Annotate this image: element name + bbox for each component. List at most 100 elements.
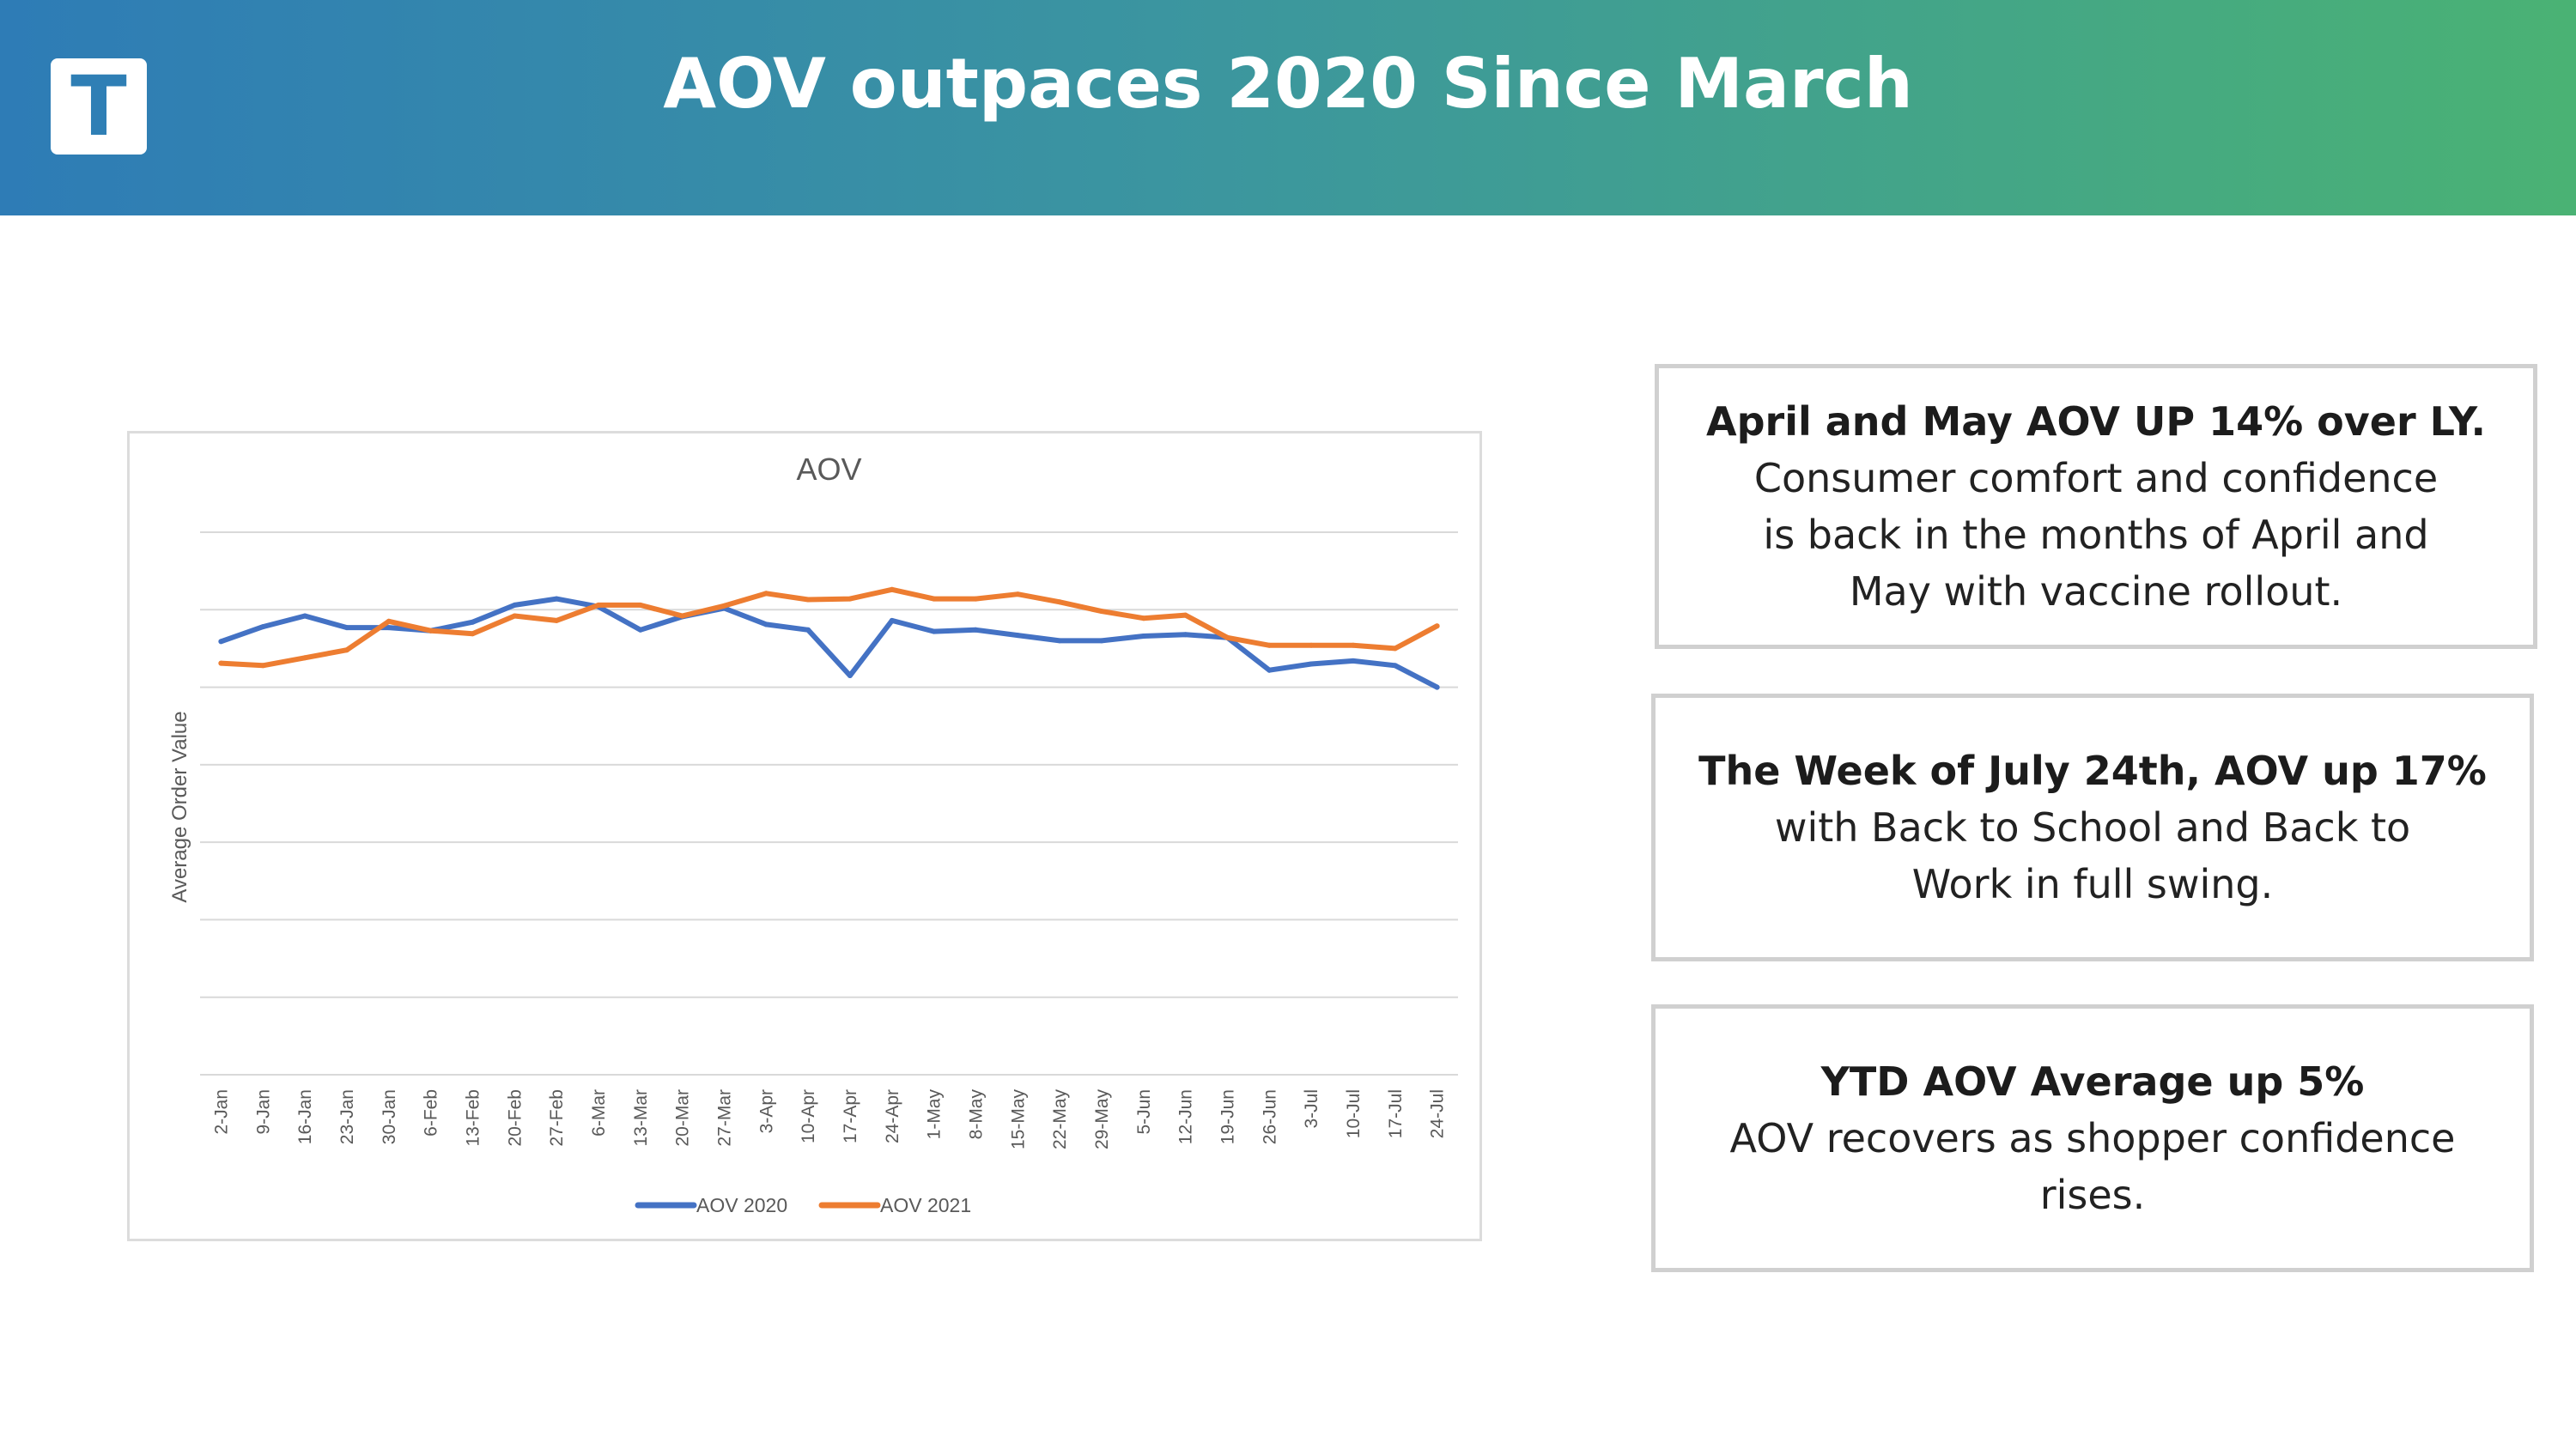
logo: T: [51, 58, 147, 155]
data-point-aov-2021: [512, 614, 517, 619]
data-point-aov-2021: [1224, 635, 1230, 640]
data-point-aov-2020: [932, 629, 937, 634]
card-heading: YTD AOV Average up 5%: [1821, 1053, 2365, 1110]
legend-entry: AOV 2021: [880, 1194, 971, 1216]
data-point-aov-2021: [1393, 646, 1398, 651]
data-point-aov-2020: [848, 673, 853, 678]
chart-title: AOV: [796, 452, 861, 487]
logo-letter: T: [51, 58, 147, 155]
x-tick-label: 13-Feb: [463, 1089, 483, 1147]
data-point-aov-2020: [1015, 633, 1020, 638]
x-tick-label: 24-Jul: [1428, 1089, 1448, 1138]
x-tick-label: 3-Jul: [1302, 1089, 1321, 1129]
card-body-line: AOV recovers as shopper confidence: [1730, 1110, 2456, 1167]
data-point-aov-2021: [1183, 613, 1188, 618]
data-point-aov-2020: [1393, 663, 1398, 668]
data-point-aov-2021: [470, 631, 475, 636]
header-banner: T AOV outpaces 2020 Since March: [0, 0, 2576, 215]
card-body-line: Consumer comfort and confidence: [1754, 450, 2438, 506]
x-tick-label: 3-Apr: [756, 1089, 776, 1133]
data-point-aov-2021: [805, 597, 811, 603]
data-point-aov-2021: [1015, 591, 1020, 597]
card-body-line: with Back to School and Back to: [1775, 799, 2410, 856]
x-tick-label: 16-Jan: [295, 1089, 315, 1144]
data-point-aov-2020: [1309, 662, 1314, 667]
x-tick-label: 15-May: [1008, 1089, 1028, 1150]
data-point-aov-2020: [1141, 634, 1146, 639]
aov-line-chart-svg: AOV Average Order Value 2-Jan 9-Jan 16-Jan 23…: [130, 433, 1479, 1239]
x-tick-label: 24-Apr: [883, 1089, 902, 1143]
data-point-aov-2020: [260, 624, 265, 629]
data-point-aov-2020: [512, 603, 517, 608]
card-body-line: rises.: [2040, 1167, 2146, 1223]
insight-card-july: The Week of July 24th, AOV up 17% with B…: [1651, 694, 2534, 961]
data-point-aov-2021: [680, 614, 685, 619]
data-point-aov-2020: [1351, 658, 1356, 664]
insight-card-ytd: YTD AOV Average up 5% AOV recovers as sh…: [1651, 1004, 2534, 1272]
x-tick-label: 26-Jun: [1260, 1089, 1279, 1144]
aov-chart: AOV Average Order Value 2-Jan 9-Jan 16-Jan 23…: [127, 431, 1482, 1241]
data-point-aov-2021: [1351, 643, 1356, 648]
x-tick-label: 30-Jan: [380, 1089, 399, 1144]
data-point-aov-2021: [218, 661, 223, 666]
data-point-aov-2020: [386, 625, 392, 630]
data-point-aov-2020: [302, 614, 307, 619]
insight-card-april-may: April and May AOV UP 14% over LY. Consum…: [1655, 364, 2537, 649]
legend-entry: AOV 2020: [696, 1194, 787, 1216]
x-tick-label: 20-Feb: [505, 1089, 525, 1147]
card-heading: April and May AOV UP 14% over LY.: [1706, 393, 2486, 450]
data-point-aov-2020: [973, 627, 978, 633]
data-point-aov-2021: [763, 591, 769, 596]
data-point-aov-2021: [848, 597, 853, 602]
x-tick-label: 10-Jul: [1344, 1089, 1364, 1138]
data-point-aov-2020: [638, 627, 643, 633]
data-point-aov-2020: [1099, 638, 1104, 643]
data-point-aov-2020: [805, 627, 811, 633]
y-axis-label: Average Order Value: [168, 711, 191, 902]
data-point-aov-2021: [638, 603, 643, 608]
data-point-aov-2021: [1267, 643, 1272, 648]
x-tick-label: 19-Jun: [1218, 1089, 1237, 1144]
data-point-aov-2020: [470, 620, 475, 625]
data-point-aov-2020: [1057, 638, 1062, 643]
data-point-aov-2021: [428, 628, 434, 634]
x-tick-label: 9-Jan: [253, 1089, 273, 1135]
data-point-aov-2021: [554, 618, 559, 623]
data-point-aov-2020: [1435, 685, 1440, 690]
card-body-line: is back in the months of April and: [1763, 506, 2428, 563]
data-point-aov-2021: [890, 587, 895, 592]
x-tick-label: 23-Jan: [337, 1089, 357, 1144]
data-point-aov-2021: [302, 655, 307, 660]
x-tick-label: 27-Mar: [714, 1089, 734, 1147]
card-body-line: Work in full swing.: [1912, 856, 2274, 912]
x-tick-label: 6-Feb: [422, 1089, 441, 1137]
card-body-line: May with vaccine rollout.: [1850, 563, 2342, 620]
x-tick-label: 5-Jun: [1134, 1089, 1154, 1135]
x-tick-label: 22-May: [1050, 1089, 1070, 1150]
data-point-aov-2021: [260, 663, 265, 668]
data-point-aov-2020: [554, 597, 559, 602]
data-point-aov-2020: [1183, 632, 1188, 637]
data-point-aov-2021: [1099, 609, 1104, 614]
x-tick-label: 27-Feb: [547, 1089, 567, 1147]
data-point-aov-2021: [386, 619, 392, 624]
x-tick-label: 29-May: [1092, 1089, 1112, 1150]
data-point-aov-2021: [1057, 599, 1062, 604]
x-tick-label: 8-May: [966, 1089, 986, 1140]
x-tick-label: 17-Jul: [1386, 1089, 1406, 1138]
data-point-aov-2021: [973, 597, 978, 602]
data-point-aov-2020: [1267, 668, 1272, 673]
data-point-aov-2020: [344, 625, 349, 630]
data-point-aov-2021: [1141, 615, 1146, 621]
x-tick-label: 20-Mar: [673, 1089, 693, 1147]
x-tick-label: 12-Jun: [1176, 1089, 1196, 1144]
data-point-aov-2021: [1435, 623, 1440, 628]
data-point-aov-2020: [218, 639, 223, 644]
data-point-aov-2020: [890, 618, 895, 623]
x-tick-label: 6-Mar: [589, 1089, 609, 1137]
data-point-aov-2021: [721, 603, 726, 609]
x-tick-label: 1-May: [925, 1089, 945, 1140]
data-point-aov-2021: [596, 603, 601, 608]
page-title: AOV outpaces 2020 Since March: [601, 33, 1975, 136]
data-point-aov-2021: [344, 647, 349, 652]
